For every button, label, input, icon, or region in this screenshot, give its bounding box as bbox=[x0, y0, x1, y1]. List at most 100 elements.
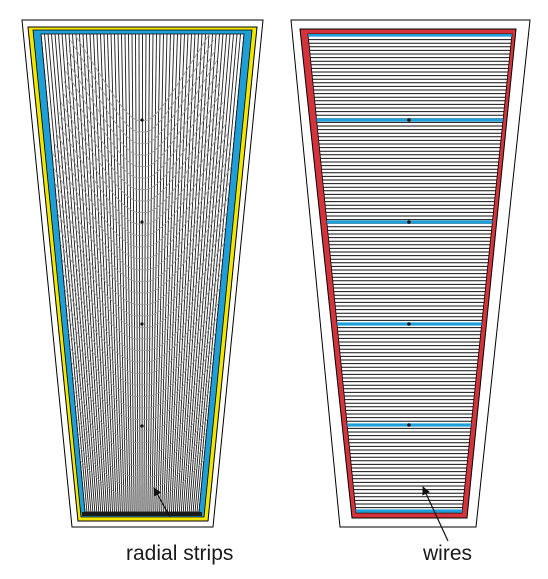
center-dot bbox=[407, 118, 411, 122]
field-line bbox=[47, 184, 143, 294]
field-line bbox=[62, 91, 143, 190]
center-dot bbox=[140, 322, 144, 326]
wire-chamber-panel bbox=[290, 19, 531, 528]
field-line bbox=[70, 40, 143, 133]
radial-strip bbox=[100, 34, 119, 512]
field-line bbox=[141, 194, 238, 305]
field-line bbox=[141, 132, 229, 236]
field-line bbox=[54, 143, 143, 248]
field-line bbox=[68, 50, 143, 145]
field-line bbox=[65, 70, 143, 167]
radial-strip bbox=[103, 34, 121, 512]
radial-strip bbox=[155, 34, 168, 512]
center-dot bbox=[140, 220, 144, 224]
strip-bottom-bar bbox=[82, 512, 202, 516]
strip-outer-outline bbox=[21, 19, 264, 528]
field-line bbox=[41, 369, 143, 501]
center-dot bbox=[407, 220, 411, 224]
radial-strip bbox=[149, 34, 157, 512]
radial-strip bbox=[157, 34, 171, 512]
radial-strip bbox=[147, 34, 154, 512]
radial-strip bbox=[128, 34, 135, 512]
radial-strip bbox=[171, 34, 196, 512]
field-line bbox=[141, 34, 213, 122]
field-line bbox=[141, 122, 227, 225]
field-line bbox=[44, 204, 143, 317]
center-dot bbox=[407, 423, 411, 427]
field-line bbox=[63, 81, 143, 179]
radial-strip bbox=[188, 34, 227, 512]
field-line bbox=[141, 153, 232, 259]
radial-strip bbox=[159, 34, 175, 512]
field-line bbox=[66, 60, 143, 156]
field-line-pattern bbox=[41, 34, 244, 501]
radial-strip bbox=[107, 34, 123, 512]
field-line bbox=[141, 349, 244, 478]
radial-strip bbox=[72, 34, 104, 512]
field-line bbox=[141, 184, 237, 294]
radial-strip bbox=[145, 34, 150, 512]
wires-label: wires bbox=[422, 542, 472, 565]
radial-strip bbox=[163, 34, 182, 512]
radial-strip bbox=[65, 34, 100, 512]
support-bar bbox=[308, 509, 512, 513]
field-line bbox=[141, 50, 216, 145]
field-line bbox=[141, 369, 244, 501]
field-line bbox=[57, 122, 143, 225]
field-line bbox=[141, 70, 219, 167]
field-line bbox=[141, 173, 235, 282]
radial-strip bbox=[190, 34, 231, 512]
field-line bbox=[141, 91, 222, 190]
wire-outer-outline bbox=[290, 19, 531, 528]
center-dot bbox=[407, 322, 411, 326]
radial-strip bbox=[169, 34, 192, 512]
center-dot bbox=[140, 118, 144, 122]
radial-strip bbox=[131, 34, 137, 512]
radial-strip bbox=[110, 34, 125, 512]
radial-strip bbox=[186, 34, 224, 512]
field-line bbox=[71, 34, 143, 122]
field-line bbox=[49, 173, 143, 282]
field-line bbox=[141, 60, 218, 156]
field-line bbox=[58, 112, 143, 213]
field-line bbox=[141, 112, 226, 213]
radial-strips-label: radial strips bbox=[126, 542, 233, 565]
radial-strip bbox=[68, 34, 102, 512]
radial-strip bbox=[121, 34, 131, 512]
radial-strip bbox=[184, 34, 220, 512]
radial-strip bbox=[44, 34, 88, 512]
field-line bbox=[50, 163, 143, 271]
radial-strip bbox=[153, 34, 164, 512]
radial-strip bbox=[135, 34, 139, 512]
strip-chamber-panel bbox=[21, 19, 264, 528]
wire-center-dots bbox=[407, 118, 411, 427]
radial-strip bbox=[176, 34, 206, 512]
radial-strip bbox=[58, 34, 96, 512]
radial-strip bbox=[196, 34, 241, 512]
radial-strip bbox=[82, 34, 110, 512]
field-line bbox=[141, 143, 230, 248]
radial-strip bbox=[151, 34, 161, 512]
radial-strip bbox=[182, 34, 217, 512]
radial-strip bbox=[143, 34, 147, 512]
radial-strip bbox=[124, 34, 133, 512]
center-dot bbox=[140, 424, 144, 428]
wires-pointer-arrow bbox=[422, 486, 449, 542]
field-line bbox=[55, 132, 143, 236]
field-line bbox=[141, 40, 214, 133]
field-line bbox=[141, 101, 224, 202]
radial-strip bbox=[141, 34, 143, 512]
radial-strip bbox=[93, 34, 115, 512]
radial-strip bbox=[138, 34, 141, 512]
field-line bbox=[141, 204, 240, 317]
field-line bbox=[141, 163, 234, 271]
field-line bbox=[141, 359, 244, 489]
radial-strip bbox=[89, 34, 113, 512]
radial-strip bbox=[194, 34, 238, 512]
radial-strip bbox=[54, 34, 94, 512]
strip-center-dots bbox=[140, 118, 144, 428]
field-line bbox=[141, 81, 221, 179]
radial-strip bbox=[180, 34, 213, 512]
field-line bbox=[41, 338, 143, 466]
field-line bbox=[52, 153, 143, 259]
